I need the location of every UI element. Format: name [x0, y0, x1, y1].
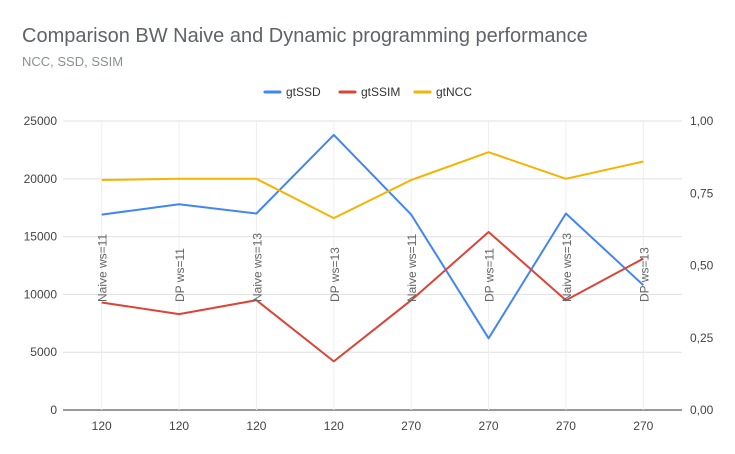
- series-group: [101, 133, 644, 363]
- x-tick-label: 120: [324, 419, 344, 433]
- x-tick-label: 270: [401, 419, 421, 433]
- series-line-gtSSIM: [101, 231, 644, 363]
- left-axis: 0 5000 10000 15000 20000 25000: [24, 114, 58, 417]
- grid: [63, 120, 682, 411]
- x-tick-label: 270: [479, 419, 499, 433]
- data-annotation: Naive ws=11: [405, 234, 419, 302]
- right-tick-label: 0,00: [690, 403, 714, 417]
- data-annotation: DP ws=11: [483, 248, 497, 302]
- x-tick-label: 120: [246, 419, 266, 433]
- legend: gtSSD gtSSIM gtNCC: [263, 85, 472, 99]
- left-tick-label: 15000: [24, 230, 58, 244]
- legend-label: gtSSIM: [361, 85, 400, 99]
- x-tick-label: 120: [169, 419, 189, 433]
- data-annotation: Naive ws=13: [560, 233, 574, 302]
- data-annotation: DP ws=13: [637, 247, 651, 302]
- x-tick-label: 270: [633, 419, 653, 433]
- x-axis: 120 120 120 120 270 270 270 270: [92, 419, 654, 433]
- right-tick-label: 0,50: [690, 259, 714, 273]
- series-line-gtNCC: [101, 151, 644, 220]
- right-tick-label: 0,75: [690, 186, 714, 200]
- left-tick-label: 0: [50, 403, 57, 417]
- legend-label: gtSSD: [286, 85, 321, 99]
- left-tick-label: 20000: [24, 172, 58, 186]
- left-tick-label: 25000: [24, 114, 58, 128]
- x-tick-label: 120: [92, 419, 112, 433]
- chart-subtitle: NCC, SSD, SSIM: [22, 54, 123, 69]
- data-annotation: DP ws=11: [173, 248, 187, 302]
- data-annotation: DP ws=13: [328, 247, 342, 302]
- data-annotation: Naive ws=11: [96, 234, 110, 302]
- legend-label: gtNCC: [436, 85, 472, 99]
- left-tick-label: 5000: [30, 345, 57, 359]
- x-tick-label: 270: [556, 419, 576, 433]
- right-tick-label: 1,00: [690, 114, 714, 128]
- chart-title: Comparison BW Naive and Dynamic programm…: [22, 25, 588, 47]
- series-line-gtSSD: [101, 133, 644, 340]
- right-axis: 0,00 0,25 0,50 0,75 1,00: [690, 114, 714, 417]
- data-annotation: Naive ws=13: [250, 233, 264, 302]
- right-tick-label: 0,25: [690, 331, 714, 345]
- left-tick-label: 10000: [24, 287, 58, 301]
- annotations: Naive ws=11 DP ws=11 Naive ws=13 DP ws=13 Na…: [96, 233, 652, 302]
